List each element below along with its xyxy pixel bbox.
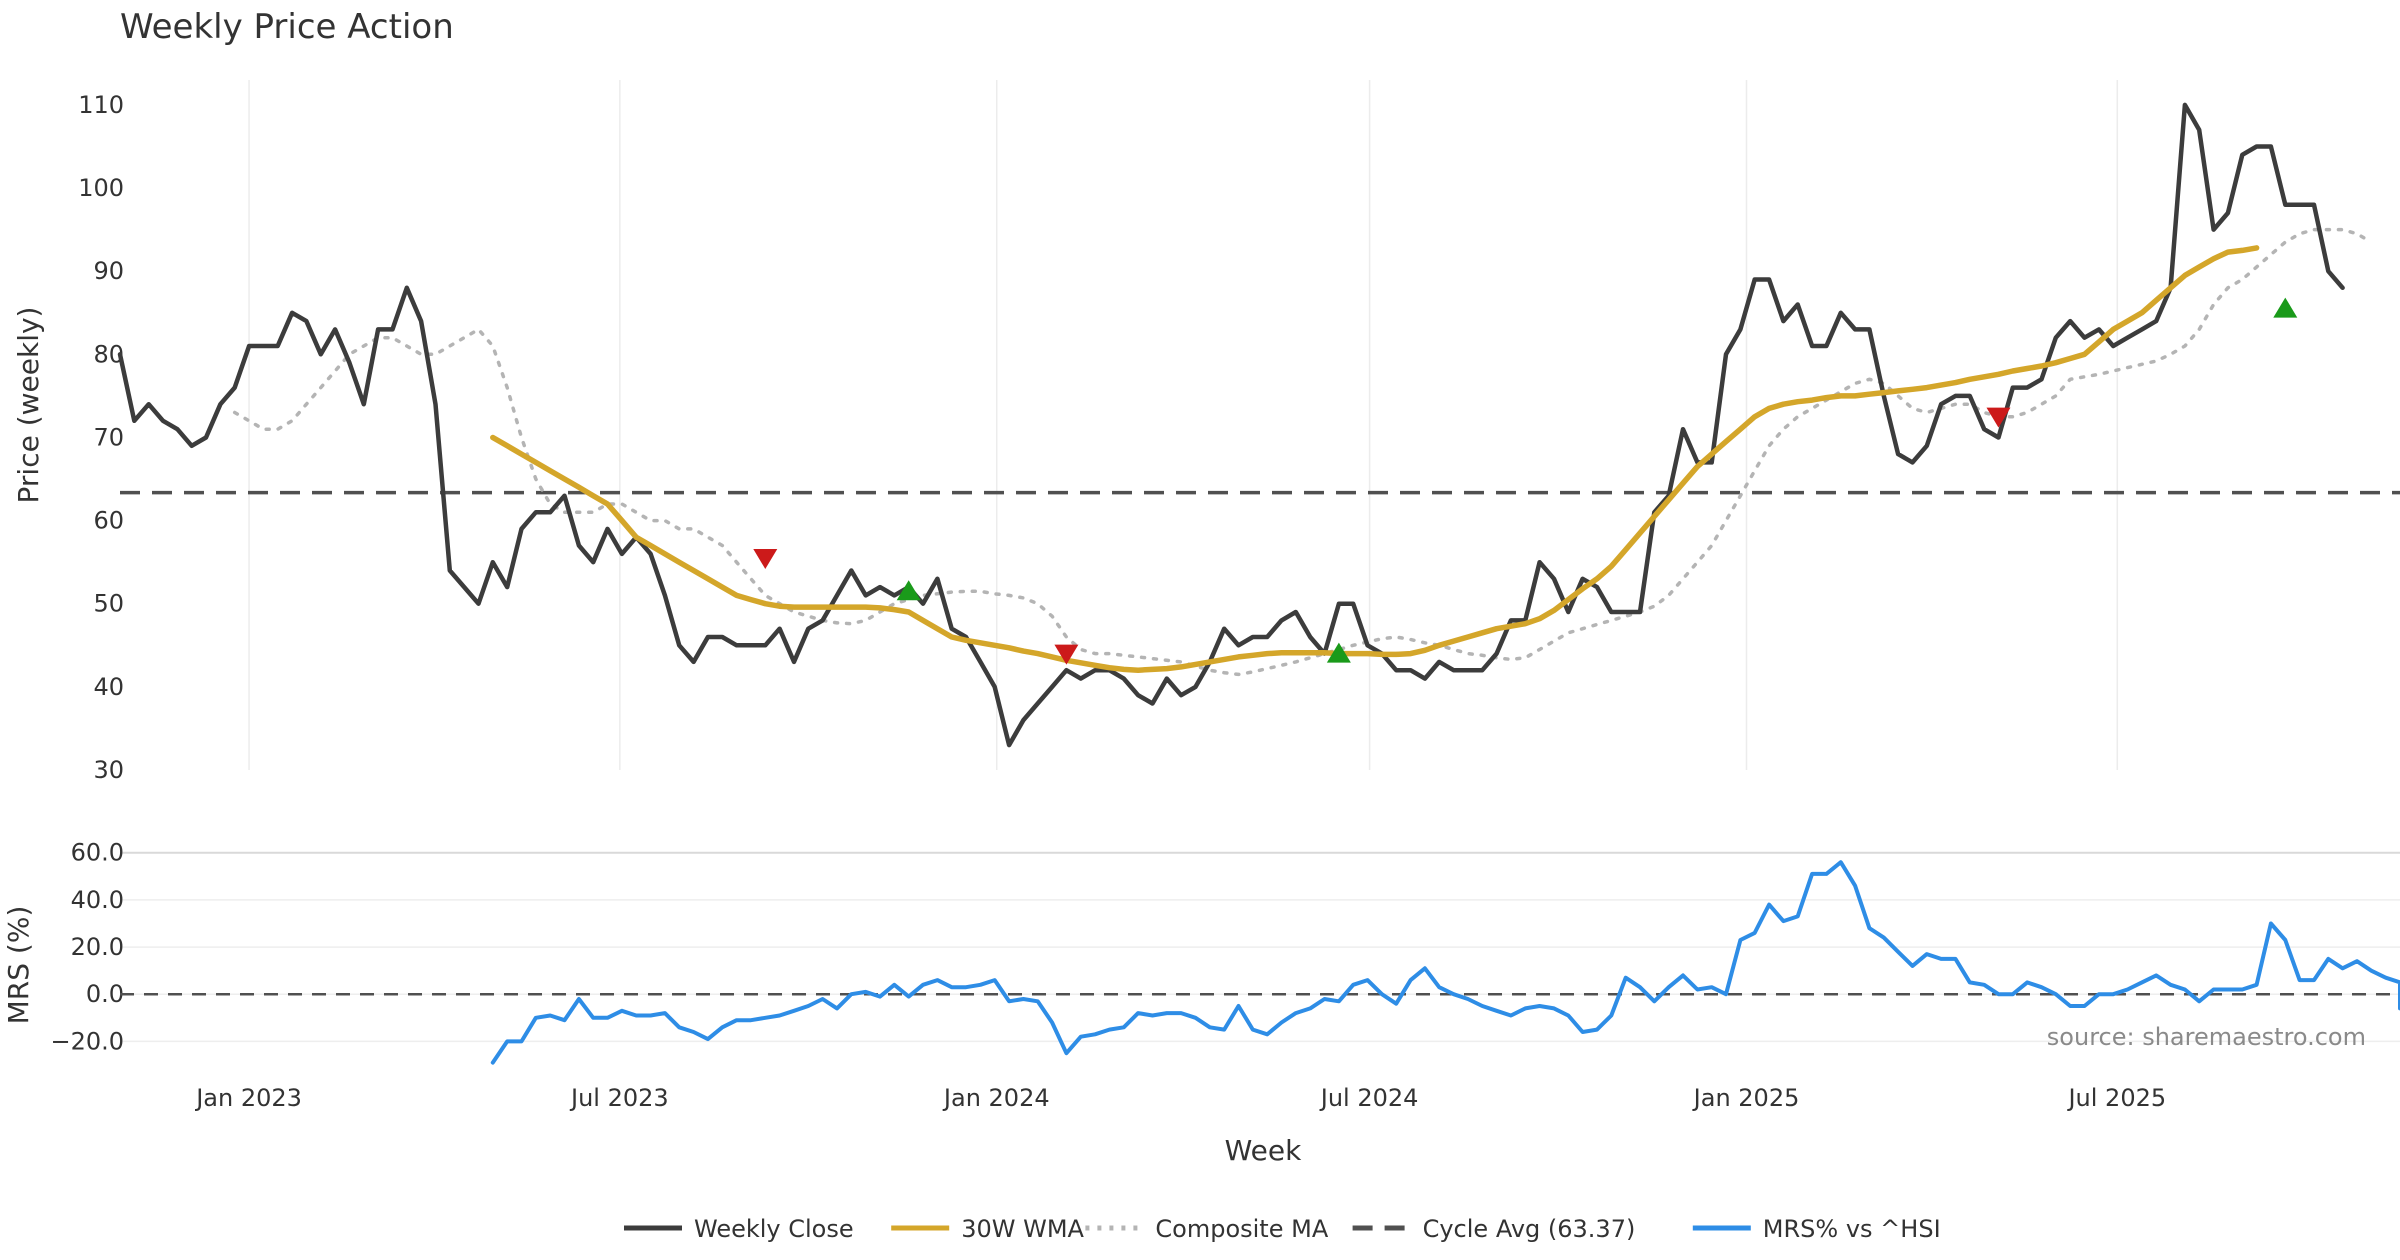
mrs-y-tick-label: 0.0: [86, 980, 124, 1008]
x-tick-label: Jan 2024: [942, 1084, 1050, 1112]
legend: Weekly Close 30W WMA Composite MA Cycle Avg…: [624, 1215, 1941, 1243]
legend-label: Composite MA: [1155, 1215, 1328, 1243]
buy-signal-marker: [1326, 642, 1351, 663]
legend-item: Cycle Avg (63.37): [1352, 1215, 1636, 1243]
buy-signal-marker: [2273, 297, 2298, 318]
price-y-tick-label: 50: [93, 590, 124, 618]
x-tick-labels: Jan 2023 Jul 2023 Jan 2024 Jul 2024 Jan 2025…: [194, 1084, 2166, 1112]
composite-ma-line: [232, 227, 2374, 677]
price-y-tick-label: 60: [93, 507, 124, 535]
legend-label: Cycle Avg (63.37): [1423, 1215, 1636, 1243]
legend-label: MRS% vs ^HSI: [1763, 1215, 1941, 1243]
x-tick-label: Jan 2025: [1692, 1084, 1800, 1112]
x-tick-label: Jul 2024: [1319, 1084, 1419, 1112]
mrs-y-tick-labels: 60.0 40.0 20.0 0.0 −20.0: [50, 839, 124, 1056]
source-label: source: sharemaestro.com: [2047, 1023, 2366, 1051]
sell-signal-marker: [753, 549, 778, 570]
price-y-tick-label: 70: [93, 423, 124, 451]
sell-signal-marker: [1986, 407, 2011, 428]
mrs-y-axis-label: MRS (%): [2, 906, 35, 1025]
weekly-close-line: [117, 102, 2345, 748]
signal-markers: [753, 297, 2298, 665]
x-tick-label: Jul 2023: [569, 1084, 669, 1112]
mrs-y-tick-label: 40.0: [71, 886, 124, 914]
mrs-y-tick-label: 20.0: [71, 933, 124, 961]
price-y-tick-label: 30: [93, 756, 124, 784]
mrs-y-tick-label: −20.0: [50, 1027, 124, 1055]
legend-item: 30W WMA: [891, 1215, 1085, 1243]
legend-label: 30W WMA: [961, 1215, 1084, 1243]
price-y-tick-label: 100: [78, 174, 124, 202]
wma-30w-line: [490, 245, 2260, 673]
mrs-series-group: [120, 860, 2400, 1065]
mrs-grid: [120, 851, 2400, 1043]
x-axis-label: Week: [1225, 1134, 1302, 1167]
price-y-tick-label: 110: [78, 91, 124, 119]
sell-signal-marker: [1054, 644, 1079, 665]
buy-signal-marker: [896, 580, 921, 601]
mrs-line: [490, 860, 2400, 1065]
mrs-y-tick-label: 60.0: [71, 839, 124, 867]
price-y-axis-label: Price (weekly): [12, 307, 45, 504]
x-tick-label: Jan 2023: [194, 1084, 302, 1112]
legend-item: Composite MA: [1085, 1215, 1329, 1243]
price-series-group: [117, 102, 2400, 748]
price-y-tick-label: 90: [93, 257, 124, 285]
legend-item: Weekly Close: [624, 1215, 854, 1243]
legend-label: Weekly Close: [694, 1215, 854, 1243]
price-y-tick-label: 40: [93, 673, 124, 701]
legend-item: MRS% vs ^HSI: [1692, 1215, 1941, 1243]
chart-title: Weekly Price Action: [120, 7, 454, 47]
x-tick-label: Jul 2025: [2066, 1084, 2166, 1112]
